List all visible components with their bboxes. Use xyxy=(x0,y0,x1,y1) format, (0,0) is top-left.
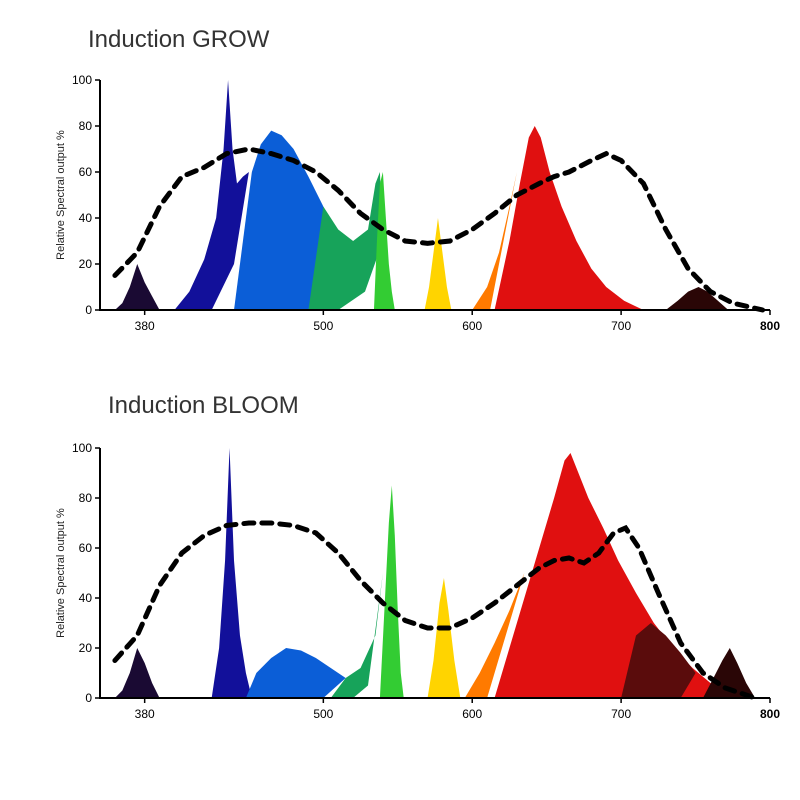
xtick-label: 600 xyxy=(462,707,482,721)
ytick-label: 20 xyxy=(79,641,93,655)
band-green-spike xyxy=(380,486,404,699)
title-bloom: Induction BLOOM xyxy=(108,392,299,420)
band-red xyxy=(495,126,644,310)
band-deep-blue xyxy=(174,80,248,310)
ytick-label: 20 xyxy=(79,257,93,271)
xtick-label: 700 xyxy=(611,707,631,721)
title-grow: Induction GROW xyxy=(88,26,269,54)
xtick-label: 500 xyxy=(313,319,333,333)
band-cyan-green xyxy=(308,172,382,310)
ytick-label: 60 xyxy=(79,165,93,179)
chart-bloom: 0 20 40 60 80 100 380 500 600 700 800 Relative Spec… xyxy=(50,438,780,738)
ytick-label: 40 xyxy=(79,591,93,605)
ytick-label: 40 xyxy=(79,211,93,225)
ytick-label: 80 xyxy=(79,119,93,133)
ytick-label: 100 xyxy=(72,441,92,455)
band-yellow-spike xyxy=(428,578,461,698)
ytick-label: 80 xyxy=(79,491,93,505)
band-yellow-spike xyxy=(425,218,452,310)
y-axis-label: Relative Spectral output % xyxy=(55,508,67,638)
xtick-label: 800 xyxy=(760,707,780,721)
xtick-label: 600 xyxy=(462,319,482,333)
ytick-label: 60 xyxy=(79,541,93,555)
ytick-label: 100 xyxy=(72,73,92,87)
xtick-label: 380 xyxy=(135,319,155,333)
band-deep-blue-spike xyxy=(212,448,252,698)
band-blue-low xyxy=(246,648,346,698)
xtick-label: 380 xyxy=(135,707,155,721)
ytick-label: 0 xyxy=(85,303,92,317)
chart-grow: 0 20 40 60 80 100 380 500 600 700 800 Relative Spec… xyxy=(50,70,780,350)
xtick-label: 800 xyxy=(760,319,780,333)
ytick-label: 0 xyxy=(85,691,92,705)
xtick-label: 500 xyxy=(313,707,333,721)
xtick-label: 700 xyxy=(611,319,631,333)
y-axis-label: Relative Spectral output % xyxy=(55,130,67,260)
